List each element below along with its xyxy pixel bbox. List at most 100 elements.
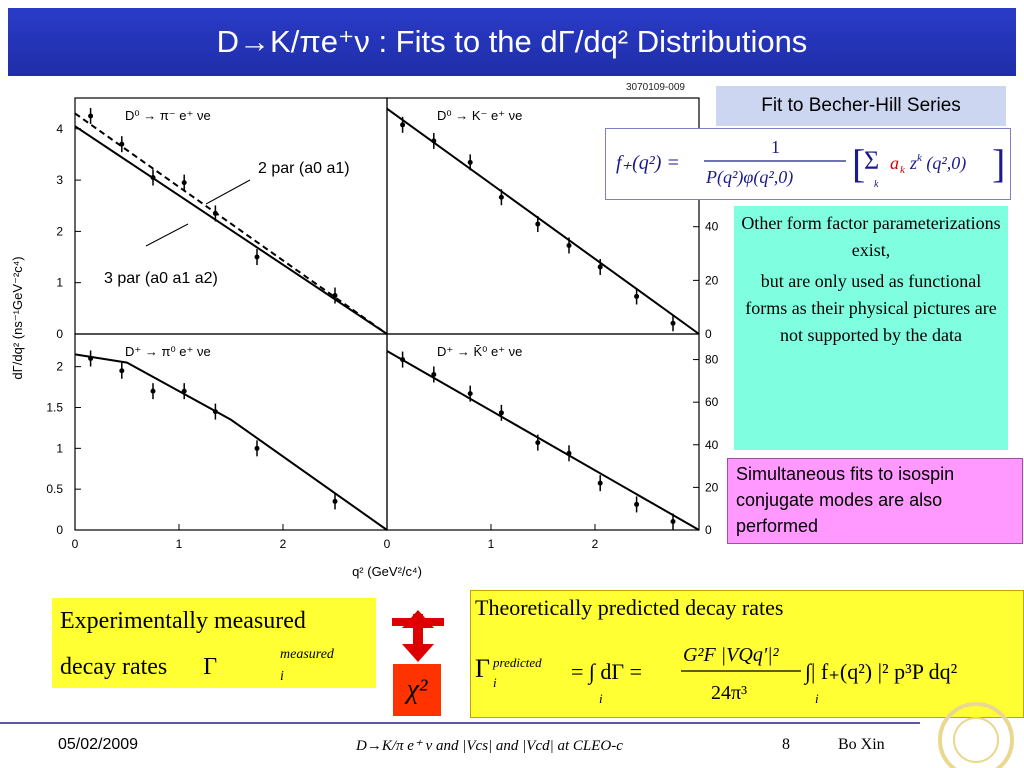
x-tick-label: 1 (488, 537, 495, 551)
becher-hill-formula: f₊(q²) = 1 P(q²)φ(q²,0) [ Σ k a k zk (q²… (605, 128, 1011, 200)
data-point (431, 371, 437, 377)
y-tick-label: 20 (705, 273, 719, 287)
panel-title: D⁰ → π⁻ e⁺ νe (125, 108, 211, 123)
svg-text:P(q²)φ(q²,0): P(q²)φ(q²,0) (705, 167, 793, 188)
data-point (535, 221, 541, 227)
data-point (634, 293, 640, 299)
data-point (498, 410, 504, 416)
chi-square-box: χ² (393, 664, 441, 716)
footer-line (0, 722, 920, 724)
footer-author: Bo Xin (838, 736, 885, 753)
x-tick-label: 0 (384, 537, 391, 551)
data-point (431, 138, 437, 144)
fit-line (74, 112, 388, 335)
y-tick-label: 40 (705, 438, 719, 452)
other-text-1: Other form factor parameterizations exis… (741, 213, 1001, 260)
other-parameterizations-box: Other form factor parameterizations exis… (734, 206, 1008, 450)
fit-line (386, 350, 700, 531)
svg-text:k: k (900, 164, 906, 176)
y-tick-label: 20 (705, 480, 719, 494)
data-point (181, 388, 187, 394)
formula-graphic: f₊(q²) = 1 P(q²)φ(q²,0) [ Σ k a k zk (q²… (616, 137, 1005, 190)
x-tick-label: 0 (72, 537, 79, 551)
other-text-2: but are only used as functional forms as… (745, 271, 997, 345)
y-axis-label: dΓ/dq² (ns⁻¹GeV⁻²c⁴) (10, 256, 25, 379)
panel-title: D⁰ → K⁻ e⁺ νe (437, 108, 522, 123)
slide-title: D→K/πe⁺ν : Fits to the dΓ/dq² Distributi… (216, 24, 808, 59)
svg-text:zk (q²,0): zk (q²,0) (909, 152, 966, 174)
gamma-predicted-sup: predicted (492, 655, 542, 670)
y-tick-label: 0 (56, 523, 63, 537)
svg-text:1: 1 (771, 137, 780, 157)
footer-page: 8 (782, 736, 790, 753)
three-par-label: 3 par (a0 a1 a2) (104, 270, 218, 287)
data-point (88, 113, 94, 119)
data-point (400, 122, 406, 128)
data-point (212, 409, 218, 415)
arrow-3par (145, 223, 189, 247)
data-point (119, 368, 125, 374)
fit-line (386, 107, 700, 335)
data-point (670, 518, 676, 524)
y-tick-label: 1.5 (46, 401, 63, 415)
data-point (566, 450, 572, 456)
y-tick-label: 2 (56, 224, 63, 238)
svg-text:24π³: 24π³ (711, 682, 747, 704)
panel-title: D⁺ → π⁰ e⁺ νe (125, 344, 211, 359)
data-point (150, 388, 156, 394)
svg-text:G²F |VQq'|²: G²F |VQq'|² (683, 644, 780, 666)
theoretical-box: Theoretically predicted decay rates Γ pr… (470, 590, 1024, 718)
data-point (535, 440, 541, 446)
data-point (566, 243, 572, 248)
y-tick-label: 1 (56, 441, 63, 455)
data-point (670, 320, 676, 326)
svg-text:[: [ (852, 141, 865, 186)
x-tick-label: 2 (592, 537, 599, 551)
svg-text:i: i (493, 675, 497, 690)
svg-text:k: k (874, 179, 879, 190)
svg-text:i: i (599, 691, 603, 706)
x-axis-label: q² (GeV²/c⁴) (352, 564, 422, 579)
fit-line (74, 353, 388, 531)
title-bar: D→K/πe⁺ν : Fits to the dΓ/dq² Distributi… (8, 8, 1016, 76)
x-tick-label: 2 (280, 537, 287, 551)
svg-text:Γ: Γ (475, 654, 490, 683)
figure-id: 3070109-009 (626, 82, 685, 93)
university-seal-icon (938, 702, 1014, 768)
arrow-2par (205, 179, 251, 205)
y-tick-label: 4 (56, 122, 63, 136)
data-point (88, 356, 94, 361)
data-point (119, 141, 125, 147)
theo-formula: Γ predicted i = ∫ dΓ = i G²F |VQq'|² 24π… (475, 644, 958, 706)
svg-text:f₊(q²) =: f₊(q²) = (616, 152, 680, 174)
svg-text:]: ] (992, 141, 1005, 186)
data-point (254, 445, 260, 451)
svg-text:= ∫ dΓ =: = ∫ dΓ = (571, 659, 642, 685)
simultaneous-fits-box: Simultaneous fits to isospin conjugate m… (727, 458, 1023, 544)
footer-date: 05/02/2009 (58, 736, 139, 753)
svg-text:a: a (890, 153, 899, 173)
svg-text:Σ: Σ (864, 146, 879, 175)
data-point (634, 501, 640, 507)
data-point (467, 391, 473, 397)
data-point (254, 254, 260, 260)
becher-hill-label: Fit to Becher-Hill Series (716, 86, 1006, 126)
data-point (597, 264, 603, 270)
data-point (400, 357, 406, 363)
data-point (467, 159, 473, 165)
footer-center: D→K/π e⁺ ν and |Vcs| and |Vcd| at CLEO-c (356, 738, 623, 754)
svg-text:i: i (815, 691, 819, 706)
data-point (150, 175, 156, 181)
two-par-label: 2 par (a0 a1) (258, 160, 350, 177)
panel-frame (386, 333, 700, 531)
panel-title: D⁺ → K̄⁰ e⁺ νe (437, 344, 522, 359)
y-tick-label: 0.5 (46, 482, 63, 496)
exp-line-1: Experimentally measured (60, 608, 306, 634)
y-tick-label: 40 (705, 220, 719, 234)
y-tick-label: 0 (705, 327, 712, 341)
theo-title: Theoretically predicted decay rates (475, 595, 784, 620)
y-tick-label: 0 (56, 327, 63, 341)
panel-frame (74, 97, 388, 335)
data-point (212, 210, 218, 216)
